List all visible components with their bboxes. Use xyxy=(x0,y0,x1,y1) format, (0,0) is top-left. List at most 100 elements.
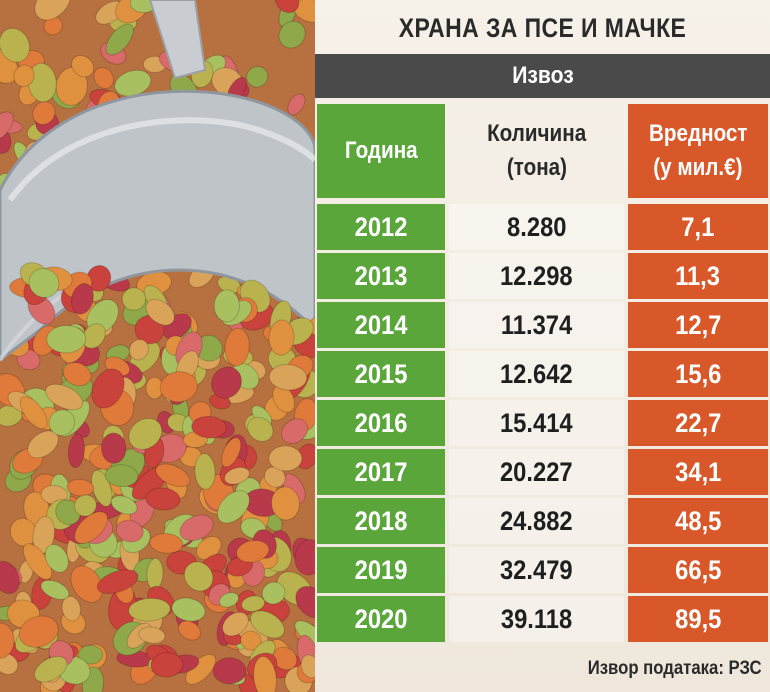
kibble-piece xyxy=(44,383,84,411)
year-cell: 2012 xyxy=(317,204,445,250)
kibble-piece xyxy=(121,287,147,311)
column-header-year-label: Година xyxy=(344,137,418,164)
column-header-quantity: Количина (тона) xyxy=(449,104,624,198)
kibble-in-scoop xyxy=(6,262,315,692)
kibble-piece xyxy=(194,453,216,490)
kibble-piece xyxy=(253,655,277,692)
value-label: 7,1 xyxy=(681,212,715,242)
year-label: 2012 xyxy=(354,212,408,242)
year-label: 2016 xyxy=(354,408,408,438)
year-cell: 2019 xyxy=(317,547,445,593)
year-cell: 2014 xyxy=(317,302,445,348)
kibble-piece xyxy=(66,478,95,497)
kibble-piece xyxy=(272,646,298,671)
export-table-panel: ХРАНА ЗА ПСЕ И МАЧКЕ Извоз Година Количи… xyxy=(315,0,770,692)
table-row: 2016 15.414 22,7 xyxy=(315,400,770,446)
quantity-cell: 11.374 xyxy=(449,302,624,348)
kibble-piece xyxy=(128,417,163,450)
kibble-piece xyxy=(0,127,12,154)
year-label: 2017 xyxy=(354,457,408,487)
value-cell: 12,7 xyxy=(628,302,768,348)
kibble-piece xyxy=(211,366,242,399)
value-cell: 11,3 xyxy=(628,253,768,299)
value-cell: 89,5 xyxy=(628,596,768,642)
kibble-piece xyxy=(115,519,144,543)
kibble-piece xyxy=(171,597,206,622)
kibble-piece xyxy=(100,432,127,464)
value-label: 15,6 xyxy=(674,359,722,389)
quantity-label: 8.280 xyxy=(506,212,567,242)
year-label: 2015 xyxy=(354,359,408,389)
source-text: Извор података: РЗС xyxy=(588,658,762,679)
source-note: Извор података: РЗС xyxy=(564,652,762,686)
kibble-piece xyxy=(222,611,249,637)
quantity-label: 20.227 xyxy=(500,457,573,487)
kibble-piece xyxy=(96,569,139,594)
year-cell: 2020 xyxy=(317,596,445,642)
kibble-piece xyxy=(221,437,242,468)
kibble-piece xyxy=(268,319,295,356)
kibble-piece xyxy=(105,23,134,56)
year-cell: 2016 xyxy=(317,400,445,446)
kibble-piece xyxy=(62,361,92,387)
table-row: 2019 32.479 66,5 xyxy=(315,547,770,593)
column-header-value: Вредност (у мил.€) xyxy=(628,104,768,198)
year-label: 2013 xyxy=(354,261,408,291)
kibble-piece xyxy=(261,581,286,605)
value-label: 22,7 xyxy=(674,408,722,438)
kibble-piece xyxy=(128,338,150,361)
kibble-piece xyxy=(138,626,166,644)
quantity-label: 39.118 xyxy=(500,604,573,634)
kibble-piece xyxy=(13,64,35,88)
kibble-piece xyxy=(224,327,250,367)
kibble-piece xyxy=(178,620,201,641)
kibble-piece xyxy=(246,66,269,88)
kibble-piece xyxy=(294,539,315,576)
kibble-piece xyxy=(33,655,68,683)
quantity-cell: 20.227 xyxy=(449,449,624,495)
kibble-piece xyxy=(213,289,240,323)
year-cell: 2015 xyxy=(317,351,445,397)
table-row: 2018 24.882 48,5 xyxy=(315,498,770,544)
kibble-piece xyxy=(300,654,315,679)
value-cell: 66,5 xyxy=(628,547,768,593)
value-cell: 7,1 xyxy=(628,204,768,250)
column-header-quantity-line1: Количина xyxy=(486,120,587,147)
value-cell: 34,1 xyxy=(628,449,768,495)
kibble-piece xyxy=(191,415,227,439)
kibble-piece xyxy=(48,409,76,436)
kibble-piece xyxy=(235,539,270,563)
quantity-label: 15.414 xyxy=(500,408,573,438)
kibble-piece xyxy=(70,565,104,603)
quantity-label: 24.882 xyxy=(500,506,573,536)
quantity-cell: 39.118 xyxy=(449,596,624,642)
year-cell: 2018 xyxy=(317,498,445,544)
quantity-cell: 32.479 xyxy=(449,547,624,593)
kibble-piece xyxy=(150,652,184,678)
pet-food-photo xyxy=(0,0,315,692)
kibble-piece xyxy=(70,283,94,315)
quantity-cell: 15.414 xyxy=(449,400,624,446)
kibble-piece xyxy=(104,464,139,488)
quantity-label: 32.479 xyxy=(500,555,573,585)
value-cell: 15,6 xyxy=(628,351,768,397)
kibble-piece xyxy=(77,644,103,665)
year-label: 2018 xyxy=(354,506,408,536)
kibble-piece xyxy=(241,595,266,613)
quantity-label: 11.374 xyxy=(500,310,573,340)
kibble-piece xyxy=(110,495,138,515)
kibble-piece xyxy=(247,416,274,442)
kibble-piece xyxy=(28,267,60,299)
table-row: 2014 11.374 12,7 xyxy=(315,302,770,348)
kibble-piece xyxy=(270,486,301,521)
column-header-value-line2: (у мил.€) xyxy=(653,154,743,181)
kibble-piece xyxy=(40,579,70,600)
kibble-piece xyxy=(128,597,171,622)
kibble-piece xyxy=(82,323,106,349)
quantity-cell: 8.280 xyxy=(449,204,624,250)
kibble-piece xyxy=(86,265,112,292)
kibble-piece xyxy=(145,487,181,511)
kibble-piece xyxy=(67,433,85,469)
value-cell: 22,7 xyxy=(628,400,768,446)
year-label: 2014 xyxy=(354,310,408,340)
